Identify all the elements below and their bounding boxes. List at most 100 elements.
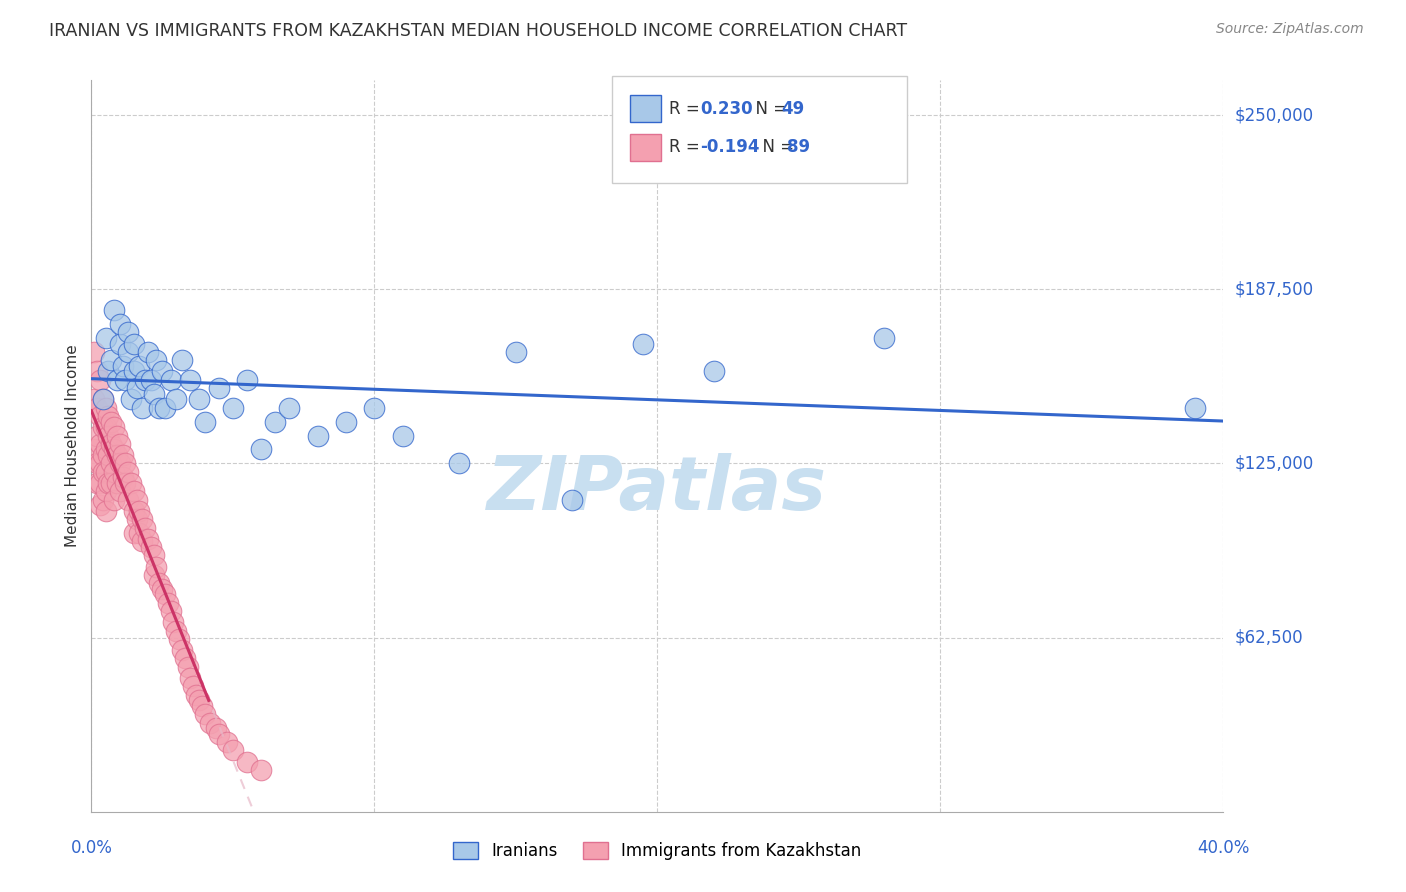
Point <box>89 373 111 387</box>
Text: 0.0%: 0.0% <box>70 839 112 857</box>
Point <box>165 624 187 638</box>
Point <box>150 582 173 596</box>
Point <box>125 381 148 395</box>
Point <box>117 326 139 340</box>
Point <box>100 353 122 368</box>
Point <box>94 504 117 518</box>
Point <box>89 437 111 451</box>
Text: 89: 89 <box>787 138 810 156</box>
Point <box>91 492 114 507</box>
Point <box>128 526 150 541</box>
Point <box>103 465 125 479</box>
Point <box>134 520 156 534</box>
Text: $187,500: $187,500 <box>1234 280 1313 298</box>
Point <box>97 409 120 423</box>
Point <box>631 336 654 351</box>
Point <box>120 475 142 490</box>
Point <box>449 457 471 471</box>
Text: R =: R = <box>669 100 706 118</box>
Point <box>94 484 117 499</box>
Point <box>114 475 136 490</box>
Point <box>89 409 111 423</box>
Point <box>136 345 159 359</box>
Point <box>872 331 894 345</box>
Point <box>561 492 583 507</box>
Point <box>145 559 167 574</box>
Point <box>105 428 128 442</box>
Point <box>142 386 165 401</box>
Point <box>184 688 207 702</box>
Point <box>159 604 181 618</box>
Point <box>91 448 114 462</box>
Point <box>122 364 145 378</box>
Point <box>179 671 201 685</box>
Point <box>131 512 153 526</box>
Point <box>391 428 413 442</box>
Point <box>139 540 162 554</box>
Point <box>136 532 159 546</box>
Point <box>105 373 128 387</box>
Point <box>145 353 167 368</box>
Point <box>100 457 122 471</box>
Point <box>97 428 120 442</box>
Point <box>103 420 125 434</box>
Point <box>117 492 139 507</box>
Point <box>86 401 108 415</box>
Text: N =: N = <box>752 138 800 156</box>
Point <box>264 415 287 429</box>
Point <box>94 465 117 479</box>
Point <box>193 415 217 429</box>
Point <box>170 643 193 657</box>
Point <box>187 392 209 407</box>
Point <box>190 698 212 713</box>
Point <box>170 353 193 368</box>
Point <box>103 442 125 457</box>
Text: ZIPatlas: ZIPatlas <box>488 453 827 526</box>
Point <box>122 526 145 541</box>
Point <box>142 549 165 563</box>
Point <box>222 743 245 757</box>
Point <box>122 504 145 518</box>
Point <box>103 492 125 507</box>
Text: $62,500: $62,500 <box>1234 629 1303 647</box>
Point <box>200 715 222 730</box>
Point <box>97 475 120 490</box>
Point <box>153 401 176 415</box>
Point <box>108 336 131 351</box>
Point <box>86 457 108 471</box>
Point <box>187 693 209 707</box>
Point <box>94 401 117 415</box>
Point <box>222 401 245 415</box>
Point <box>250 763 273 777</box>
Point <box>97 448 120 462</box>
Point <box>307 428 329 442</box>
Point <box>111 448 134 462</box>
Text: -0.194: -0.194 <box>700 138 759 156</box>
Y-axis label: Median Household Income: Median Household Income <box>65 344 80 548</box>
Point <box>156 596 179 610</box>
Point <box>86 475 108 490</box>
Point <box>97 364 120 378</box>
Point <box>108 317 131 331</box>
Text: Source: ZipAtlas.com: Source: ZipAtlas.com <box>1216 22 1364 37</box>
Point <box>117 345 139 359</box>
Point <box>108 457 131 471</box>
Point <box>83 442 105 457</box>
Point <box>139 373 162 387</box>
Point <box>250 442 273 457</box>
Point <box>363 401 385 415</box>
Point <box>86 364 108 378</box>
Point <box>111 470 134 484</box>
Text: $125,000: $125,000 <box>1234 454 1313 473</box>
Point <box>703 364 725 378</box>
Point <box>208 381 231 395</box>
Point <box>108 484 131 499</box>
Point <box>91 392 114 407</box>
Point <box>148 401 170 415</box>
Text: 0.230: 0.230 <box>700 100 752 118</box>
Point <box>117 465 139 479</box>
Point <box>153 587 176 601</box>
Point <box>173 651 195 665</box>
Point <box>105 475 128 490</box>
Point <box>181 679 204 693</box>
